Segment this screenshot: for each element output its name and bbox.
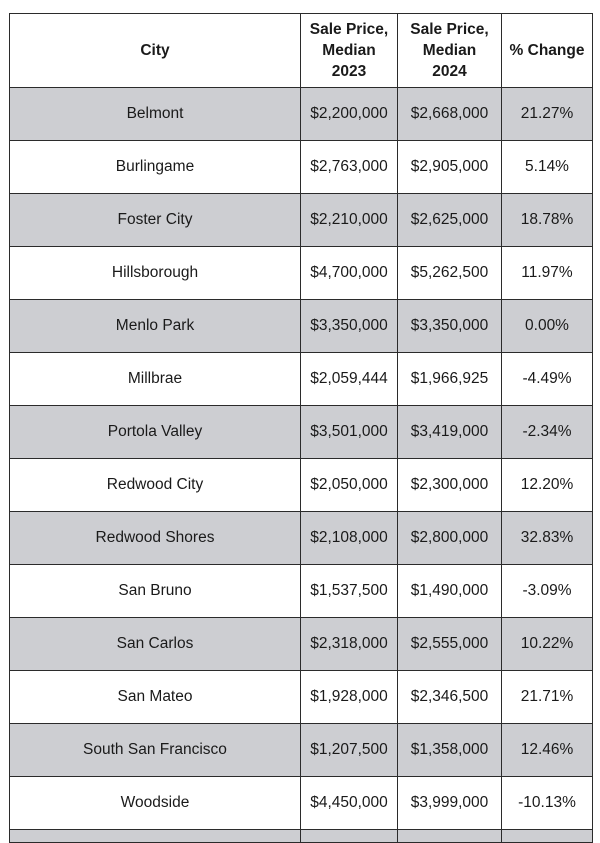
table-row: San Carlos $2,318,000 $2,555,000 10.22% <box>9 617 593 671</box>
header-city-label: City <box>140 42 170 59</box>
change-cell: 32.83% <box>501 511 593 565</box>
price-2024-cell: $5,262,500 <box>397 246 502 300</box>
price-2024-cell: $2,300,000 <box>397 458 502 512</box>
table-row: Redwood City $2,050,000 $2,300,000 12.20% <box>9 458 593 512</box>
price-2023-cell: $2,763,000 <box>300 140 398 194</box>
price-2023-cell: $2,108,000 <box>300 511 398 565</box>
change-cell: -2.34% <box>501 405 593 459</box>
header-price-2023-line1: Sale Price, <box>309 21 389 38</box>
city-cell: Redwood City <box>9 458 301 512</box>
price-2024-cell: $1,966,925 <box>397 352 502 406</box>
price-2024-cell: $2,346,500 <box>397 670 502 724</box>
table-row: Portola Valley $3,501,000 $3,419,000 -2.34% <box>9 405 593 459</box>
city-cell: Woodside <box>9 776 301 830</box>
header-row: City Sale Price, Median 2023 Sale Price,… <box>9 13 593 88</box>
price-2024-cell: $3,419,000 <box>397 405 502 459</box>
table-row: Menlo Park $3,350,000 $3,350,000 0.00% <box>9 299 593 353</box>
price-2024-cell: $3,350,000 <box>397 299 502 353</box>
price-2024-cell: $2,800,000 <box>397 511 502 565</box>
city-cell: San Bruno <box>9 564 301 618</box>
price-2023-cell: $1,207,500 <box>300 723 398 777</box>
header-price-2024-line3: 2024 <box>432 63 467 80</box>
header-change: % Change <box>501 13 593 88</box>
price-2024-cell: $2,625,000 <box>397 193 502 247</box>
price-2023-cell: $3,501,000 <box>300 405 398 459</box>
median-sale-price-table: City Sale Price, Median 2023 Sale Price,… <box>9 13 593 843</box>
table-body: Belmont $2,200,000 $2,668,000 21.27% Burling… <box>9 87 593 843</box>
change-cell: -3.09% <box>501 564 593 618</box>
price-2024-cell: $1,358,000 <box>397 723 502 777</box>
city-cell: Menlo Park <box>9 299 301 353</box>
price-2023-cell: $2,200,000 <box>300 87 398 141</box>
price-2023-cell: $2,059,444 <box>300 352 398 406</box>
header-change-label: % Change <box>509 42 585 59</box>
change-cell: 18.78% <box>501 193 593 247</box>
header-price-2023: Sale Price, Median 2023 <box>300 13 398 88</box>
change-cell: 12.20% <box>501 458 593 512</box>
price-2023-cell: $4,700,000 <box>300 246 398 300</box>
price-2023-cell: $2,050,000 <box>300 458 398 512</box>
price-2023-cell: $1,928,000 <box>300 670 398 724</box>
price-2023-cell: $1,537,500 <box>300 564 398 618</box>
price-2023-cell: $3,350,000 <box>300 299 398 353</box>
city-cell: Hillsborough <box>9 246 301 300</box>
city-cell: San Mateo <box>9 670 301 724</box>
header-price-2024-line2: Median <box>422 42 477 59</box>
change-cell: -4.49% <box>501 352 593 406</box>
city-cell: South San Francisco <box>9 723 301 777</box>
table-row-cutoff <box>9 829 593 843</box>
header-price-2023-line3: 2023 <box>331 63 367 80</box>
price-2023-cell: $2,318,000 <box>300 617 398 671</box>
header-price-2024: Sale Price, Median 2024 <box>397 13 502 88</box>
change-cell: 21.27% <box>501 87 593 141</box>
empty-cell <box>9 829 301 843</box>
change-cell: 10.22% <box>501 617 593 671</box>
empty-cell <box>501 829 593 843</box>
change-cell: 0.00% <box>501 299 593 353</box>
header-city: City <box>9 13 301 88</box>
table-row: South San Francisco $1,207,500 $1,358,000 1… <box>9 723 593 777</box>
city-cell: Foster City <box>9 193 301 247</box>
table-row: San Bruno $1,537,500 $1,490,000 -3.09% <box>9 564 593 618</box>
city-cell: Portola Valley <box>9 405 301 459</box>
city-cell: Burlingame <box>9 140 301 194</box>
table-row: Belmont $2,200,000 $2,668,000 21.27% <box>9 87 593 141</box>
change-cell: 11.97% <box>501 246 593 300</box>
price-2024-cell: $2,905,000 <box>397 140 502 194</box>
table-row: San Mateo $1,928,000 $2,346,500 21.71% <box>9 670 593 724</box>
price-2023-cell: $2,210,000 <box>300 193 398 247</box>
table-row: Burlingame $2,763,000 $2,905,000 5.14% <box>9 140 593 194</box>
price-2023-cell: $4,450,000 <box>300 776 398 830</box>
table-row: Millbrae $2,059,444 $1,966,925 -4.49% <box>9 352 593 406</box>
city-cell: Redwood Shores <box>9 511 301 565</box>
empty-cell <box>397 829 502 843</box>
empty-cell <box>300 829 398 843</box>
city-cell: Millbrae <box>9 352 301 406</box>
price-2024-cell: $2,668,000 <box>397 87 502 141</box>
table-row: Hillsborough $4,700,000 $5,262,500 11.97% <box>9 246 593 300</box>
change-cell: 5.14% <box>501 140 593 194</box>
table-row: Redwood Shores $2,108,000 $2,800,000 32.83% <box>9 511 593 565</box>
city-cell: Belmont <box>9 87 301 141</box>
change-cell: 21.71% <box>501 670 593 724</box>
change-cell: -10.13% <box>501 776 593 830</box>
table-row: Foster City $2,210,000 $2,625,000 18.78% <box>9 193 593 247</box>
city-cell: San Carlos <box>9 617 301 671</box>
table-row: Woodside $4,450,000 $3,999,000 -10.13% <box>9 776 593 830</box>
header-price-2024-line1: Sale Price, <box>410 21 489 38</box>
price-2024-cell: $3,999,000 <box>397 776 502 830</box>
price-2024-cell: $2,555,000 <box>397 617 502 671</box>
change-cell: 12.46% <box>501 723 593 777</box>
header-price-2023-line2: Median <box>322 42 376 59</box>
price-2024-cell: $1,490,000 <box>397 564 502 618</box>
